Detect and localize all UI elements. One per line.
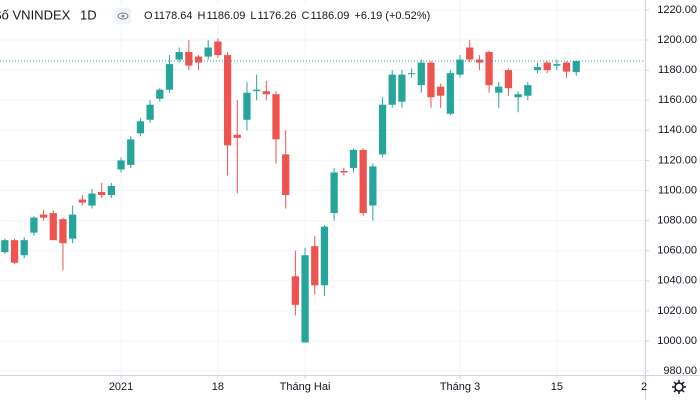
candle-body (427, 62, 435, 98)
candle-body (88, 193, 96, 206)
x-tick-label: 2 (641, 381, 647, 393)
candle-body (504, 70, 513, 89)
candle-body (495, 86, 503, 93)
candle-body (378, 104, 387, 155)
ohlc-key: H (198, 10, 206, 22)
candle-body (98, 192, 106, 196)
candle-body (204, 47, 212, 57)
candle-body (30, 217, 38, 233)
y-tick-label: 1020.00 (657, 305, 697, 317)
candle-body (369, 166, 377, 206)
candle-body (437, 86, 445, 96)
candle-body (311, 246, 319, 286)
candle-body (165, 64, 174, 90)
candle-body (127, 139, 135, 165)
y-tick-label: 1180.00 (658, 64, 697, 76)
candle-body (320, 226, 329, 286)
x-tick-label: 15 (551, 381, 563, 393)
candle-body (562, 62, 571, 72)
candle-body (475, 59, 484, 63)
candle-body (282, 154, 290, 196)
candle-body (340, 170, 348, 173)
candle-body (359, 149, 367, 214)
y-tick-label: 980.00 (663, 365, 697, 377)
candle-body (446, 73, 454, 114)
candles (1, 38, 580, 343)
candle-body (349, 149, 358, 168)
x-tick-label: 18 (212, 381, 224, 393)
candle-body (485, 52, 493, 86)
candle-body (253, 89, 261, 92)
candle-body (107, 185, 116, 196)
candle-body (243, 92, 251, 120)
candle-body (533, 67, 542, 71)
candle-body (514, 94, 522, 98)
candle-body (223, 55, 232, 146)
candle-body (10, 240, 19, 263)
candle-body (572, 60, 580, 73)
candle-body (524, 85, 532, 96)
y-tick-label: 1220.00 (657, 4, 697, 16)
y-tick-label: 1000.00 (657, 335, 697, 347)
candle-body (49, 213, 57, 241)
candle-body (398, 74, 406, 102)
candle-body (69, 214, 77, 239)
candle-body (214, 41, 222, 56)
ohlc-value: 1178.64 (154, 10, 193, 22)
candle-body (175, 52, 183, 60)
ohlc-key: C (302, 10, 310, 22)
candle-body (291, 276, 300, 305)
y-tick-label: 1040.00 (657, 275, 697, 287)
settings-icon[interactable] (672, 380, 686, 394)
candle-body (553, 64, 561, 66)
candle-body (194, 56, 203, 63)
interval: 1D (80, 7, 97, 22)
candle-body (456, 59, 464, 75)
y-tick-label: 1140.00 (658, 124, 697, 136)
candle-body (78, 199, 86, 203)
legend-header: Số VNINDEX 1D O 1178.64 H 1186.09 L 1176.26 C 1… (0, 4, 430, 26)
candle-body (407, 73, 416, 75)
candle-body (156, 89, 164, 99)
candle-body (136, 121, 145, 134)
candle-body (20, 240, 28, 256)
candle-body (330, 172, 338, 214)
x-tick-label: Tháng Hai (280, 381, 331, 393)
change: +6.19 (+0.52%) (354, 10, 430, 22)
candle-body (262, 91, 270, 95)
candle-body (185, 52, 193, 66)
y-tick-label: 1160.00 (658, 94, 697, 106)
candle-body (233, 134, 241, 138)
x-tick-label: Tháng 3 (440, 381, 480, 393)
x-tick-label: 2021 (109, 381, 133, 393)
eye-icon[interactable] (115, 8, 131, 24)
y-tick-label: 1060.00 (657, 245, 697, 257)
y-tick-label: 1100.00 (658, 184, 697, 196)
ohlc-value: 1186.09 (206, 10, 245, 22)
candle-body (146, 104, 154, 120)
candle-body (39, 214, 48, 218)
candle-body (466, 47, 474, 60)
y-tick-label: 1080.00 (657, 215, 697, 227)
header-bg (0, 4, 330, 26)
ohlc-value: 1186.09 (310, 10, 349, 22)
candle-body (301, 255, 309, 343)
ohlc-key: O (144, 10, 153, 22)
ohlc-key: L (250, 10, 256, 22)
ohlc-value: 1176.26 (258, 10, 297, 22)
y-tick-label: 1200.00 (657, 34, 697, 46)
candle-body (417, 62, 425, 86)
candle-body (543, 62, 551, 71)
candle-body (388, 74, 396, 105)
candle-body (59, 219, 67, 244)
symbol: Số VNINDEX (0, 7, 71, 22)
candle-body (117, 160, 125, 170)
y-tick-label: 1120.00 (658, 154, 697, 166)
candle-body (272, 94, 280, 140)
candle-body (1, 240, 9, 253)
